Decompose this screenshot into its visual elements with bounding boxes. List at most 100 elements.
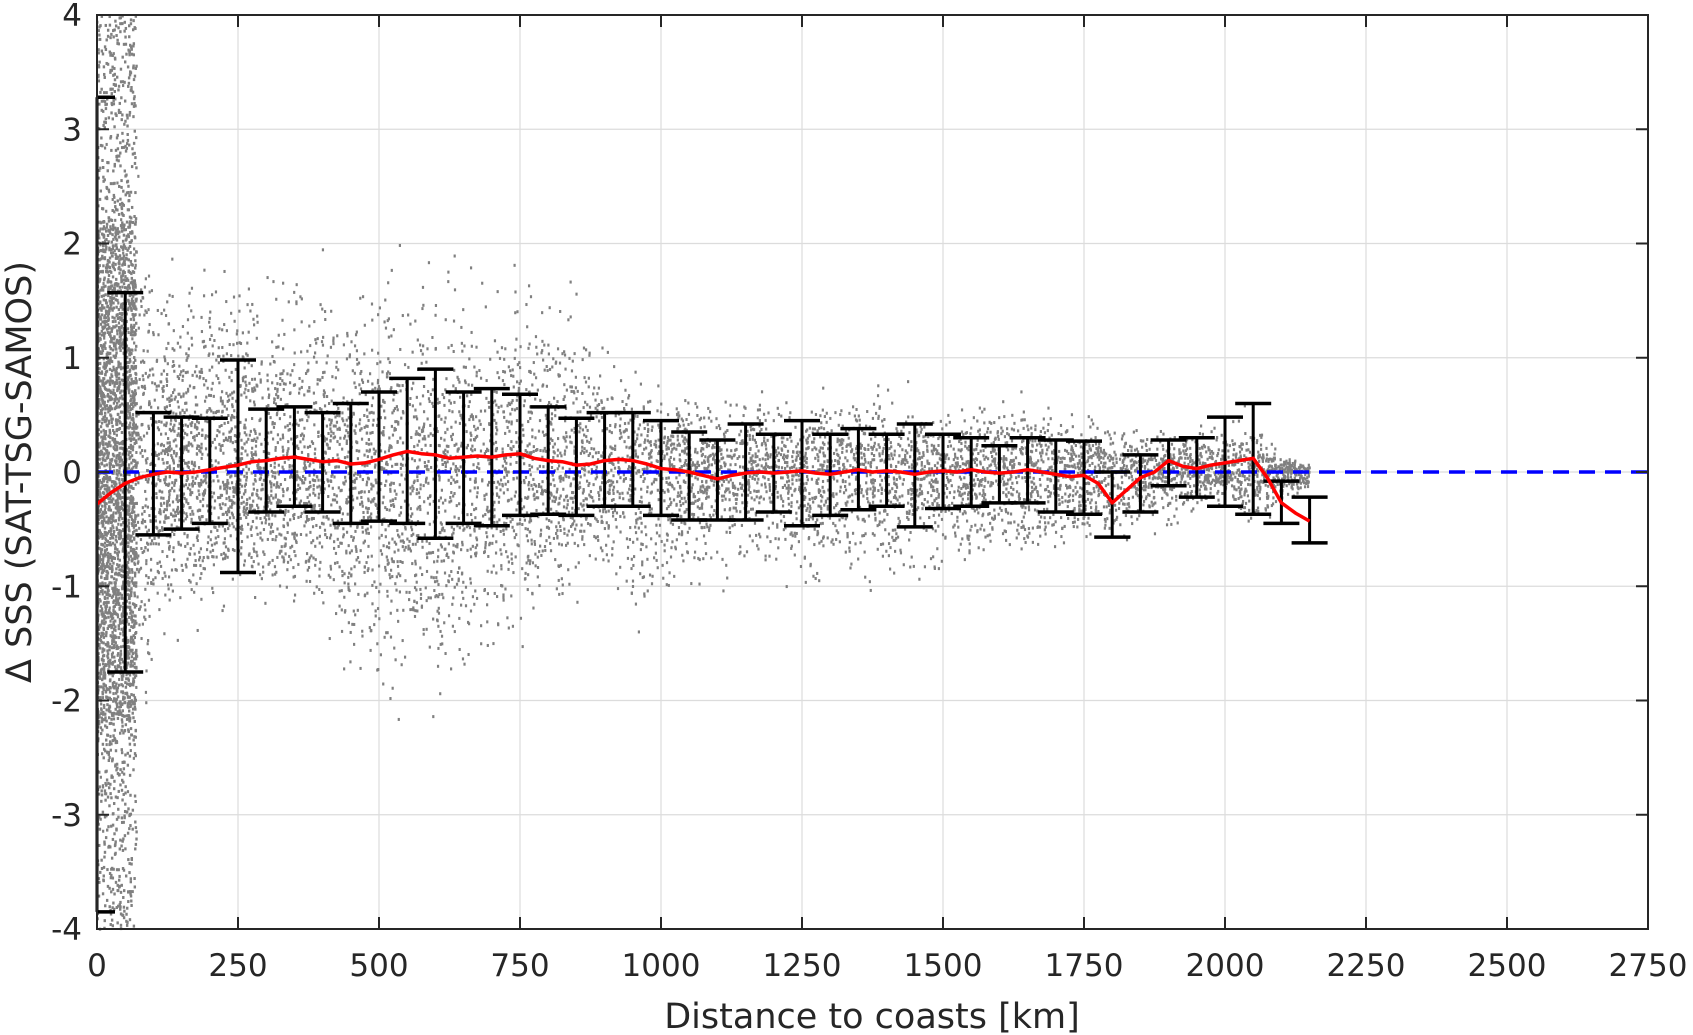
scatter-point [97, 685, 101, 689]
scatter-point [99, 243, 102, 247]
scatter-point [834, 524, 837, 528]
scatter-point [170, 523, 173, 527]
scatter-point [416, 338, 419, 342]
scatter-point [977, 429, 980, 433]
scatter-point [648, 440, 651, 444]
scatter-point [241, 379, 245, 383]
scatter-point [250, 471, 253, 475]
scatter-point [347, 544, 350, 548]
scatter-point [559, 479, 562, 483]
scatter-point [205, 518, 208, 522]
scatter-point [920, 463, 923, 467]
scatter-point [1049, 494, 1052, 498]
scatter-point [536, 490, 539, 494]
scatter-point [401, 532, 404, 536]
scatter-point [370, 554, 373, 558]
scatter-point [427, 551, 431, 555]
scatter-point [201, 559, 204, 563]
scatter-point [183, 496, 186, 500]
scatter-point [321, 248, 325, 252]
scatter-point [540, 553, 543, 557]
scatter-point [1020, 547, 1023, 551]
scatter-point [187, 347, 190, 351]
scatter-point [990, 442, 993, 446]
scatter-point [823, 442, 826, 446]
scatter-point [1244, 478, 1247, 482]
scatter-point [185, 401, 188, 405]
scatter-point [956, 456, 959, 460]
scatter-point [311, 504, 315, 508]
scatter-point [270, 494, 273, 498]
scatter-point [1002, 480, 1006, 484]
scatter-point [261, 483, 264, 487]
scatter-point [911, 415, 914, 419]
scatter-point [1047, 521, 1050, 525]
scatter-point [782, 499, 785, 503]
scatter-point [768, 485, 771, 489]
scatter-point [222, 512, 225, 516]
scatter-point [354, 486, 357, 490]
scatter-point [255, 439, 258, 443]
scatter-point [178, 364, 181, 368]
scatter-point [916, 447, 919, 451]
scatter-point [470, 330, 473, 334]
scatter-point [1028, 531, 1031, 535]
scatter-point [591, 496, 594, 500]
scatter-point [199, 370, 202, 374]
scatter-point [1074, 454, 1078, 458]
scatter-point [540, 351, 543, 355]
scatter-point [614, 444, 617, 448]
scatter-point [496, 493, 499, 497]
scatter-point [335, 360, 338, 364]
scatter-point [157, 477, 160, 481]
scatter-point [505, 516, 508, 520]
scatter-point [337, 486, 340, 490]
scatter-point [204, 434, 207, 438]
scatter-point [403, 548, 406, 552]
scatter-point [168, 464, 171, 468]
scatter-point [864, 575, 867, 579]
scatter-point [793, 463, 796, 467]
scatter-point [1289, 475, 1292, 479]
scatter-point [1036, 509, 1039, 513]
scatter-point [230, 427, 233, 431]
scatter-point [527, 483, 530, 487]
scatter-point [304, 466, 308, 470]
scatter-point [403, 499, 407, 503]
scatter-point [838, 540, 841, 544]
scatter-point [705, 486, 708, 490]
scatter-point [252, 439, 255, 443]
scatter-point [707, 444, 710, 448]
scatter-point [659, 410, 663, 414]
scatter-point [1097, 494, 1100, 498]
scatter-point [871, 458, 874, 462]
scatter-point [215, 434, 219, 438]
scatter-point [1221, 449, 1224, 453]
scatter-point [1169, 487, 1172, 491]
scatter-point [293, 550, 296, 554]
scatter-point [1073, 516, 1076, 520]
scatter-point [862, 452, 866, 456]
scatter-point [932, 480, 935, 484]
scatter-point [990, 421, 993, 425]
scatter-point [165, 424, 168, 428]
scatter-point [470, 447, 473, 451]
scatter-point [443, 403, 446, 407]
scatter-point [785, 486, 788, 490]
scatter-point [253, 437, 256, 441]
scatter-point [708, 485, 711, 489]
scatter-point [960, 408, 964, 412]
scatter-point [760, 427, 763, 431]
scatter-point [525, 534, 528, 538]
scatter-point [541, 480, 544, 484]
scatter-point [519, 379, 522, 383]
scatter-point [1103, 465, 1107, 469]
scatter-point [613, 509, 617, 513]
scatter-point [506, 555, 509, 559]
scatter-point [991, 481, 995, 485]
scatter-point [1272, 490, 1275, 494]
scatter-point [538, 419, 542, 423]
scatter-point [135, 450, 138, 454]
scatter-point [817, 488, 820, 492]
scatter-point [507, 420, 511, 424]
